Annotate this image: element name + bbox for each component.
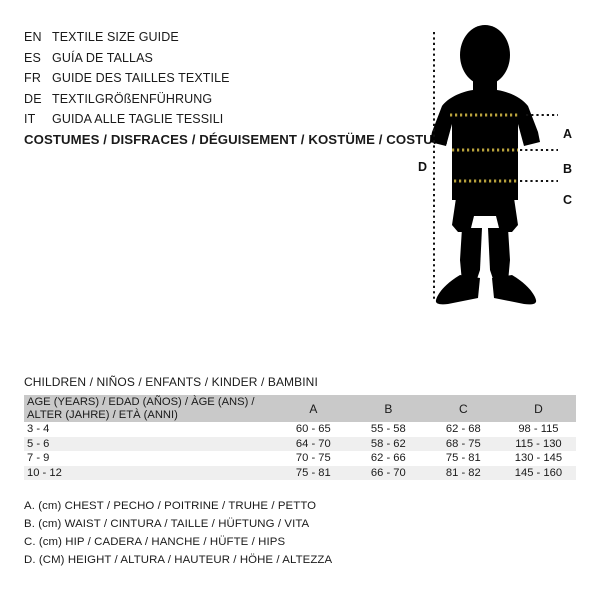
cell-a: 75 - 81 bbox=[275, 465, 351, 480]
cell-d: 145 - 160 bbox=[500, 465, 576, 480]
table-header-row: AGE (YEARS) / EDAD (AÑOS) / ÀGE (ANS) / … bbox=[24, 395, 576, 422]
table-row: 10 - 12 75 - 81 66 - 70 81 - 82 145 - 16… bbox=[24, 465, 576, 480]
measurement-legend: A. (cm) CHEST / PECHO / POITRINE / TRUHE… bbox=[24, 500, 332, 572]
table-row: 3 - 4 60 - 65 55 - 58 62 - 68 98 - 115 bbox=[24, 422, 576, 437]
language-code-en: EN bbox=[24, 30, 42, 44]
language-list: EN TEXTILE SIZE GUIDE ES GUÍA DE TALLAS … bbox=[24, 30, 230, 133]
cell-b: 66 - 70 bbox=[350, 465, 426, 480]
header-age-line2: ALTER (JAHRE) / ETÀ (ANNI) bbox=[27, 409, 178, 421]
language-code-de: DE bbox=[24, 91, 42, 106]
cell-b: 58 - 62 bbox=[350, 436, 426, 451]
cell-b: 62 - 66 bbox=[370, 452, 406, 465]
cell-age: 5 - 6 bbox=[24, 436, 276, 451]
language-text-en: TEXTILE SIZE GUIDE bbox=[52, 30, 179, 44]
language-text-es: GUÍA DE TALLAS bbox=[52, 50, 153, 65]
size-table: AGE (YEARS) / EDAD (AÑOS) / ÀGE (ANS) / … bbox=[24, 395, 576, 480]
header-cell-age: AGE (YEARS) / EDAD (AÑOS) / ÀGE (ANS) / … bbox=[24, 395, 276, 422]
language-text-de: TEXTILGRÖßENFÜHRUNG bbox=[52, 91, 213, 106]
table-row: 5 - 6 64 - 70 58 - 62 68 - 75 115 - 130 bbox=[24, 436, 576, 451]
cell-d: 130 - 145 bbox=[514, 452, 563, 465]
language-code-es: ES bbox=[24, 50, 42, 65]
cell-c: 75 - 81 bbox=[445, 452, 481, 465]
cell-d: 98 - 115 bbox=[518, 423, 559, 436]
cell-a: 70 - 75 bbox=[295, 452, 331, 465]
language-row-it: IT GUIDA ALLE TAGLIE TESSILI bbox=[24, 112, 230, 133]
language-row-es: ES GUÍA DE TALLAS bbox=[24, 51, 230, 72]
cell-age: 10 - 12 bbox=[24, 465, 276, 480]
cell-a: 60 - 65 bbox=[295, 423, 331, 436]
header-cell-a: A bbox=[275, 395, 351, 422]
marker-label-c: C bbox=[563, 193, 573, 207]
cell-b: 55 - 58 bbox=[370, 423, 406, 436]
silhouette-icon bbox=[430, 25, 558, 305]
legend-item-c: C. (cm) HIP / CADERA / HANCHE / HÜFTE / … bbox=[24, 536, 286, 548]
language-text-fr: GUIDE DES TAILLES TEXTILE bbox=[52, 71, 230, 85]
language-row-en: EN TEXTILE SIZE GUIDE bbox=[24, 30, 230, 51]
language-row-fr: FR GUIDE DES TAILLES TEXTILE bbox=[24, 71, 230, 92]
cell-d: 115 - 130 bbox=[500, 436, 576, 451]
language-code-fr: FR bbox=[24, 71, 42, 85]
table-title: CHILDREN / NIÑOS / ENFANTS / KINDER / BA… bbox=[24, 375, 318, 389]
marker-label-b: B bbox=[563, 162, 573, 176]
cell-c: 62 - 68 bbox=[445, 423, 481, 436]
header-age-line1: AGE (YEARS) / EDAD (AÑOS) / ÀGE (ANS) / bbox=[27, 396, 255, 408]
header-cell-d: D bbox=[500, 395, 576, 422]
marker-label-a: A bbox=[563, 127, 573, 141]
cell-c: 81 - 82 bbox=[425, 465, 501, 480]
cell-a: 64 - 70 bbox=[275, 436, 351, 451]
header-cell-c: C bbox=[425, 395, 501, 422]
child-silhouette-figure: A B C D bbox=[400, 20, 600, 320]
cell-c: 68 - 75 bbox=[425, 436, 501, 451]
legend-item-d: D. (CM) HEIGHT / ALTURA / HAUTEUR / HÖHE… bbox=[24, 554, 333, 566]
table-row: 7 - 9 70 - 75 62 - 66 75 - 81 130 - 145 bbox=[24, 451, 576, 466]
legend-item-b: B. (cm) WAIST / CINTURA / TAILLE / HÜFTU… bbox=[24, 518, 310, 530]
language-text-it: GUIDA ALLE TAGLIE TESSILI bbox=[52, 112, 224, 126]
legend-item-a: A. (cm) CHEST / PECHO / POITRINE / TRUHE… bbox=[24, 500, 317, 512]
language-row-de: DE TEXTILGRÖßENFÜHRUNG bbox=[24, 92, 230, 113]
cell-age: 3 - 4 bbox=[27, 423, 50, 436]
marker-label-d: D bbox=[418, 160, 428, 174]
category-title: COSTUMES / DISFRACES / DÉGUISEMENT / KOS… bbox=[24, 132, 448, 147]
language-code-it: IT bbox=[24, 112, 36, 126]
header-cell-b: B bbox=[350, 395, 426, 422]
cell-age: 7 - 9 bbox=[27, 452, 50, 465]
